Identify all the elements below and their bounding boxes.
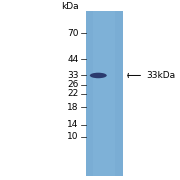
Text: 22: 22 <box>68 89 79 98</box>
Bar <box>93 11 115 176</box>
Text: 44: 44 <box>68 55 79 64</box>
Text: 70: 70 <box>67 29 79 38</box>
Text: kDa: kDa <box>61 2 79 11</box>
Text: 33: 33 <box>67 71 79 80</box>
Ellipse shape <box>90 73 107 78</box>
Bar <box>86 11 123 176</box>
Text: 10: 10 <box>67 132 79 141</box>
Text: 18: 18 <box>67 103 79 112</box>
Text: 26: 26 <box>67 80 79 89</box>
Text: 14: 14 <box>67 120 79 129</box>
Text: 33kDa: 33kDa <box>146 71 175 80</box>
